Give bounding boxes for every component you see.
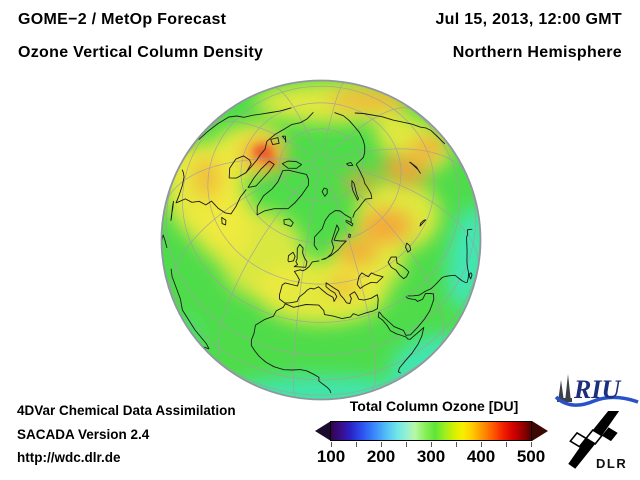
colorbar-minor-tick <box>456 442 457 447</box>
colorbar-tick-labels: 100 200 300 400 500 <box>317 447 545 467</box>
ozone-field <box>162 81 480 399</box>
colorbar-title: Total Column Ozone [DU] <box>349 398 519 414</box>
colorbar-minor-tick <box>331 442 332 447</box>
river-wave-icon <box>554 395 639 407</box>
colorbar-minor-tick <box>481 442 482 447</box>
graticule-grid <box>162 81 480 398</box>
colorbar-tick-label: 400 <box>466 447 496 466</box>
colorbar-minor-tick <box>381 442 382 447</box>
dlr-logo: DLR <box>568 411 627 471</box>
colorbar-tick-label: 300 <box>416 447 446 466</box>
colorbar-minor-tick <box>506 442 507 447</box>
colorbar-tick-label: 500 <box>516 447 546 466</box>
assimilation-label: 4DVar Chemical Data Assimilation <box>17 403 236 418</box>
coastlines <box>162 107 473 394</box>
colorbar-ticks <box>331 442 532 447</box>
colorbar-left-arrow <box>315 421 331 441</box>
figure-title-line2: Ozone Vertical Column Density <box>18 44 264 61</box>
figure-datetime: Jul 15, 2013, 12:00 GMT <box>435 11 622 28</box>
colorbar-tick-label: 100 <box>316 447 346 466</box>
ozone-orange-patches <box>194 90 444 295</box>
globe-rim <box>160 79 482 401</box>
colorbar-right-arrow <box>532 421 548 441</box>
figure-region: Northern Hemisphere <box>452 44 622 61</box>
riu-logo: RIU <box>554 374 639 407</box>
version-label: SACADA Version 2.4 <box>17 427 150 442</box>
figure-title-line1: GOME−2 / MetOp Forecast <box>18 11 227 28</box>
colorbar-tick-label: 200 <box>366 447 396 466</box>
colorbar-gradient <box>330 421 532 441</box>
cathedral-icon <box>557 374 572 402</box>
wdc-url: http://wdc.dlr.de <box>17 450 121 465</box>
colorbar-minor-tick <box>356 442 357 447</box>
dlr-star-icon <box>568 411 620 469</box>
riu-logo-text: RIU <box>573 375 621 404</box>
colorbar-minor-tick <box>406 442 407 447</box>
colorbar-minor-tick <box>531 442 532 447</box>
dlr-logo-text: DLR <box>596 456 627 471</box>
colorbar-minor-tick <box>431 442 432 447</box>
